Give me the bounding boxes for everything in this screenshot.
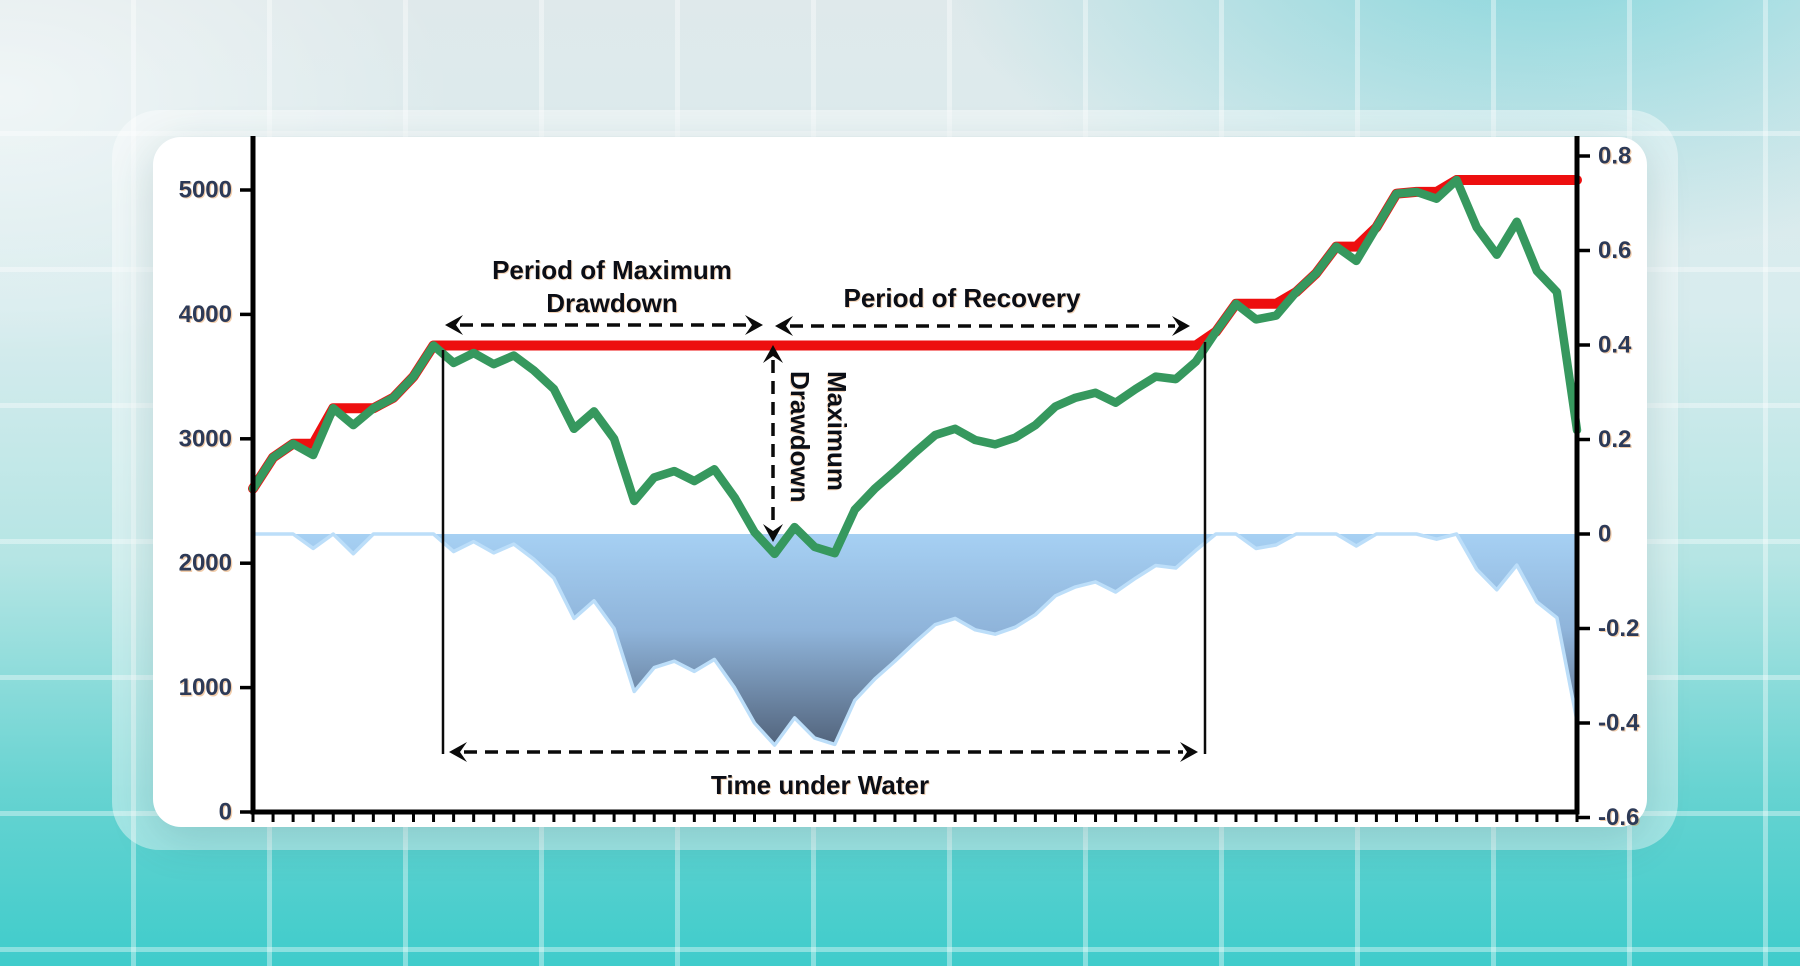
period-of-max-drawdown-line2: Drawdown — [546, 288, 678, 318]
right-axis-tick-label: -0.4 — [1598, 710, 1640, 737]
left-axis-tick-label: 4000 — [179, 301, 232, 328]
period-recovery-arrow-right-arrowhead — [1172, 316, 1190, 336]
right-axis-tick-label: 0.4 — [1598, 332, 1632, 359]
period-of-max-drawdown-line1: Period of Maximum — [492, 255, 732, 285]
drawdown-area — [253, 534, 1577, 746]
chart-card — [153, 137, 1647, 827]
time-under-water-arrow-right-arrowhead — [1180, 742, 1198, 762]
left-axis-tick-label: 3000 — [179, 425, 232, 452]
maximum-drawdown-line2: Drawdown — [785, 371, 815, 503]
maximum-drawdown-label: Maximum Drawdown — [781, 371, 855, 681]
period-of-max-drawdown-label: Period of Maximum Drawdown — [432, 254, 792, 320]
right-axis-tick-label: -0.2 — [1598, 615, 1639, 642]
maximum-drawdown-line1: Maximum — [822, 371, 852, 491]
right-axis-tick-label: -0.6 — [1598, 804, 1639, 831]
left-axis-tick-label: 0 — [219, 799, 232, 826]
period-max-drawdown-arrow-left-arrowhead — [445, 315, 463, 335]
right-axis-tick-label: 0.2 — [1598, 426, 1631, 453]
max-drawdown-arrow-down-head — [763, 524, 783, 542]
right-axis-tick-label: 0 — [1598, 521, 1611, 548]
axes-layer: 5000 4000 3000 2000 1000 0 0.8 0.6 0.4 0.2 0 -0.2 -0… — [179, 136, 1640, 831]
max-drawdown-arrow-up-head — [763, 345, 783, 363]
period-of-recovery-label: Period of Recovery — [843, 283, 1081, 313]
period-max-drawdown-arrow-right-arrowhead — [745, 315, 763, 335]
running-max-line — [248, 175, 1582, 494]
time-under-water-label: Time under Water — [710, 770, 930, 800]
left-axis-tick-label: 2000 — [179, 550, 232, 577]
left-axis-tick-label: 5000 — [179, 177, 232, 204]
left-axis-tick-label: 1000 — [179, 674, 232, 701]
drawdown-outline — [251, 532, 1579, 747]
right-axis-tick-label: 0.8 — [1598, 143, 1631, 170]
right-axis-tick-label: 0.6 — [1598, 237, 1631, 264]
equity-line — [248, 175, 1582, 559]
drawdown-area-layer — [251, 532, 1579, 747]
time-under-water-arrow-left-arrowhead — [449, 742, 467, 762]
series-layer — [248, 175, 1582, 559]
period-recovery-arrow-left-arrowhead — [775, 316, 793, 336]
marker-layer — [441, 315, 1207, 762]
